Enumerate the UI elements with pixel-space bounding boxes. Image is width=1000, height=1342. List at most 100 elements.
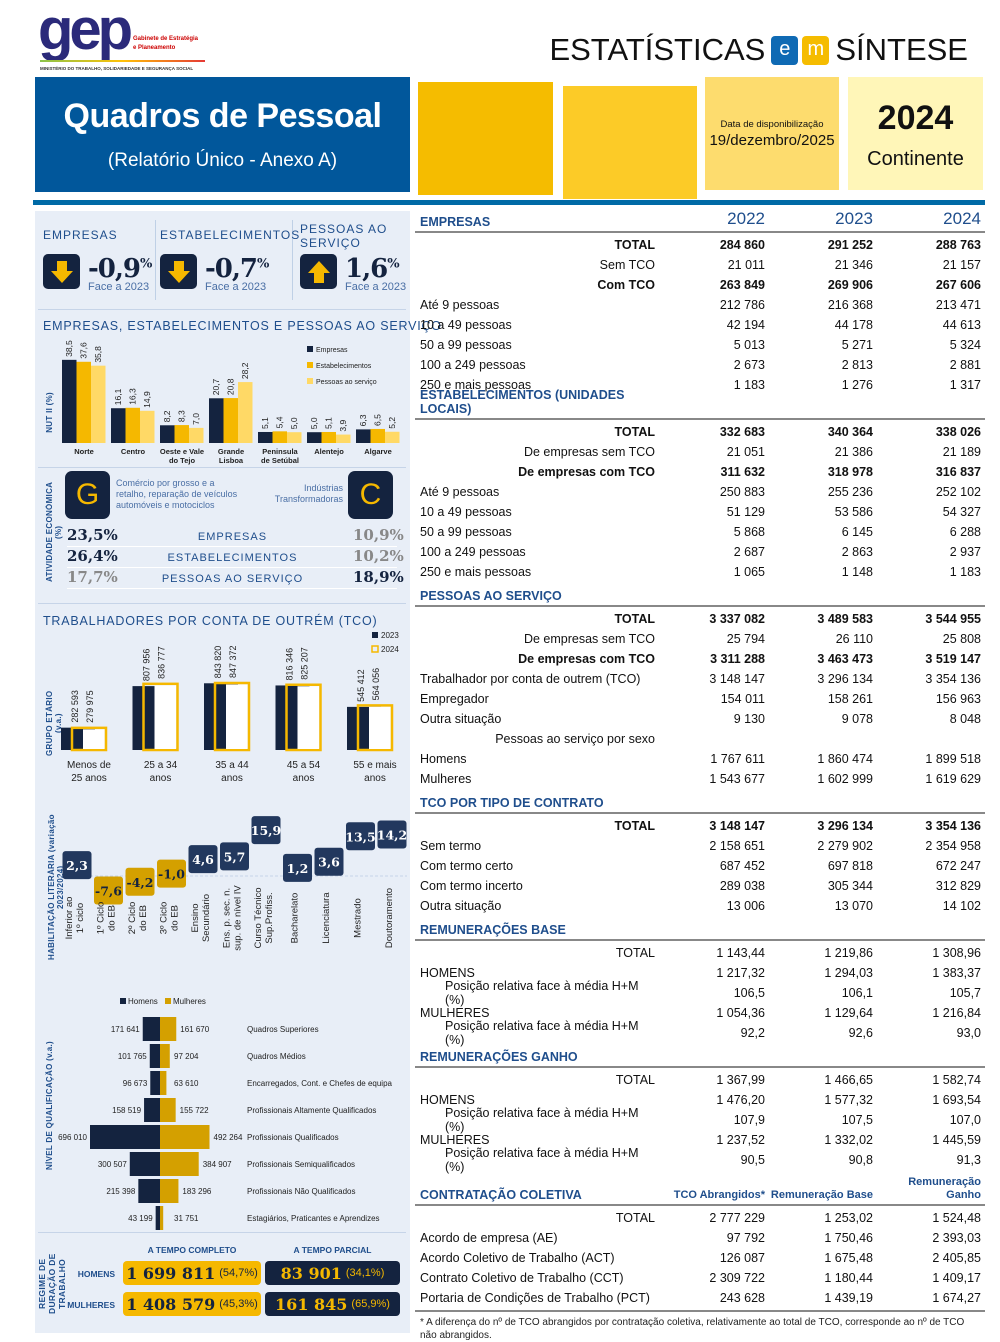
row-value: 255 236 [827, 485, 873, 499]
legend-swatch-2024 [371, 645, 379, 653]
regime-row-label: MULHERES [67, 1300, 115, 1310]
section-header: REMUNERAÇÕES GANHO [415, 1043, 985, 1068]
bar-2024 [213, 681, 251, 752]
education-category-label: sup. de nível IV [233, 885, 244, 951]
nuts-bar [370, 428, 385, 443]
row-label: TOTAL [614, 819, 655, 833]
row-value: 3 296 134 [817, 672, 873, 686]
nuts-bar-label: 14,9 [142, 391, 152, 408]
bar-2024-fill [369, 706, 391, 749]
bar-2024 [142, 682, 179, 752]
tco-age-chart: 282 593 279 975 Menos de 25 anos 807 956 836 … [61, 631, 399, 784]
kpi-1: ESTABELECIMENTOS -0,7% Face a 2023 [160, 222, 299, 293]
row-value: 1 367,99 [716, 1073, 765, 1087]
men-value: 96 673 [123, 1079, 148, 1088]
row-value: 44 613 [942, 318, 981, 332]
bar-2024-fill [154, 685, 176, 749]
women-value: 384 907 [203, 1160, 232, 1169]
row-label: TOTAL [614, 238, 655, 252]
women-bar [160, 1206, 164, 1230]
row-value: 42 194 [726, 318, 765, 332]
full-time-pct: (54,7%) [219, 1267, 258, 1279]
row-value: 1 383,37 [932, 966, 981, 980]
row-value: 1 317 [949, 378, 981, 392]
row-label: TOTAL [615, 1211, 655, 1225]
table-row: Posição relativa face à média H+M (%) 92,… [415, 1019, 985, 1047]
part-time-value: 83 901 [280, 1263, 342, 1283]
nuts-bar [321, 431, 336, 443]
education-category-label: Bacharelato [290, 893, 301, 944]
row-label: HOMENS [420, 966, 475, 980]
table-row: TOTAL 2 777 229 1 253,02 1 524,48 [415, 1208, 985, 1228]
nuts-bar-label: 8,2 [162, 410, 172, 422]
row-label: Até 9 pessoas [420, 485, 500, 499]
table-row: TOTAL 332 683 340 364 338 026 [415, 422, 985, 442]
activity-row-label: PESSOAS AO SERVIÇO [161, 573, 304, 585]
row-label: 250 e mais pessoas [420, 378, 532, 392]
education-category-label: do EB [170, 905, 181, 931]
row-value: 2 354 958 [925, 839, 981, 853]
table-row: TOTAL 284 860 291 252 288 763 [415, 235, 985, 255]
row-value: 9 130 [733, 712, 765, 726]
nuts-bar-label: 38,5 [64, 340, 74, 357]
qualification-chart: Homens Mulheres 171 641 161 670 Quadros Supe… [58, 997, 393, 1230]
row-value: 106,1 [841, 986, 873, 1000]
row-label: HOMENS [420, 1093, 475, 1107]
row-value: 697 818 [827, 859, 873, 873]
table-row: 100 a 249 pessoas 2 673 2 813 2 881 [415, 355, 985, 375]
divider [67, 588, 397, 589]
nuts-bar-label: 20,7 [211, 378, 221, 395]
table-row: Portaria de Condições de Trabalho (PCT) 2… [415, 1288, 985, 1308]
logo-sub2: e Planeamento [133, 45, 176, 51]
nuts-bar-label: 7,0 [191, 413, 201, 425]
row-value: 3 354 136 [925, 672, 981, 686]
women-bar [160, 1179, 179, 1203]
row-value: 3 148 147 [709, 819, 765, 833]
women-bar [160, 1125, 210, 1149]
report-year: 2024 [877, 99, 954, 137]
education-category-label: 3º Ciclo [159, 902, 170, 935]
table-row: Posição relativa face à média H+M (%) 106… [415, 979, 985, 1007]
row-value: 267 606 [935, 278, 981, 292]
nuts-bar [307, 432, 322, 443]
nuts-category-label: de Setúbal [261, 456, 299, 465]
nuts-bar-label: 5,0 [309, 417, 319, 429]
row-value: 13 070 [834, 899, 873, 913]
nuts-bar [160, 425, 175, 443]
arrow-down-icon [160, 254, 197, 289]
tco-category-label: anos [150, 773, 172, 784]
women-value: 31 751 [174, 1214, 199, 1223]
row-value: 672 247 [935, 859, 981, 873]
table-row: MULHERES 1 237,52 1 332,02 1 445,59 [415, 1130, 985, 1150]
row-value: 1 294,03 [824, 966, 873, 980]
legend-label: 2024 [381, 645, 399, 654]
row-value: 1 577,32 [824, 1093, 873, 1107]
women-value: 97 204 [174, 1052, 199, 1061]
row-value: 1 148 [841, 565, 873, 579]
table-row: 10 a 49 pessoas 51 129 53 586 54 327 [415, 502, 985, 522]
education-category-label: Sup.Profiss. [264, 892, 275, 943]
education-category-label: do EB [107, 905, 118, 931]
row-value: 269 906 [827, 278, 873, 292]
table-row: TOTAL 1 143,44 1 219,86 1 308,96 [415, 943, 985, 963]
table-row: Homens 1 767 611 1 860 474 1 899 518 [415, 749, 985, 769]
part-time-value: 161 845 [275, 1294, 348, 1314]
tco-bar-label: 836 777 [157, 646, 167, 679]
row-value: 54 327 [942, 505, 981, 519]
table-row: 10 a 49 pessoas 42 194 44 178 44 613 [415, 315, 985, 335]
release-date: 19/dezembro/2025 [709, 132, 835, 149]
statistics-table: EMPRESAS 2022 2023 2024 TOTAL 284 860 291 252 2… [415, 208, 985, 1342]
women-value: 63 610 [174, 1079, 199, 1088]
women-value: 161 670 [180, 1025, 209, 1034]
men-bar [144, 1098, 160, 1122]
legend-label: Estabelecimentos [316, 363, 372, 370]
nuts-chart-title: EMPRESAS, ESTABELECIMENTOS E PESSOAS AO … [43, 319, 442, 333]
men-bar [90, 1125, 160, 1149]
nuts-bar-label: 5,2 [387, 417, 397, 429]
activity-row-label: EMPRESAS [197, 531, 268, 543]
tco-bar-label: 847 372 [228, 645, 238, 678]
table-row: TOTAL 3 337 082 3 489 583 3 544 955 [415, 609, 985, 629]
row-value: 1 674,27 [932, 1291, 981, 1305]
legend-label: 2023 [381, 631, 399, 640]
row-value: 288 763 [935, 238, 981, 252]
